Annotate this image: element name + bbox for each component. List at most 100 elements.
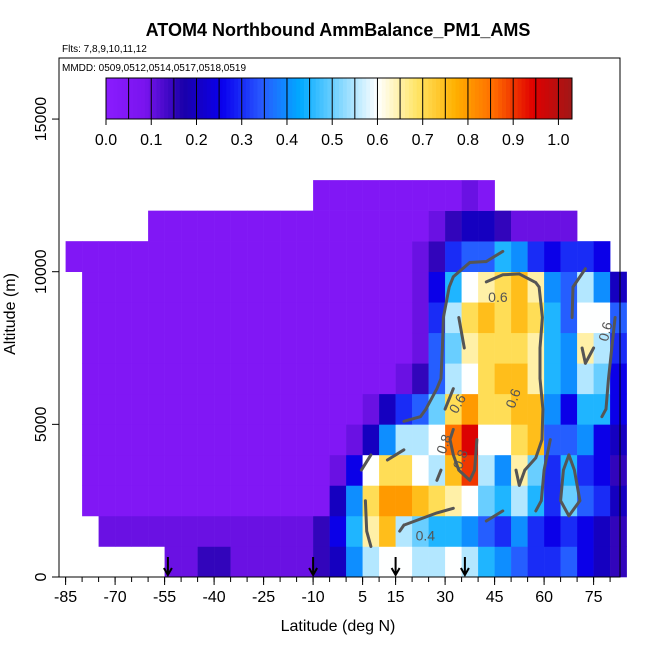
colorbar-swatch <box>191 78 196 119</box>
colorbar-swatch <box>319 78 324 119</box>
heatmap-cell <box>329 363 347 395</box>
heatmap-cell <box>362 454 380 486</box>
heatmap-cell <box>544 363 561 395</box>
heatmap-cell <box>296 210 314 242</box>
heatmap-cell <box>544 393 561 425</box>
colorbar-swatch <box>548 78 553 119</box>
heatmap-cell <box>230 241 248 273</box>
heatmap-cell <box>610 454 627 486</box>
heatmap-cell <box>610 546 627 578</box>
colorbar-swatch <box>265 78 270 119</box>
heatmap-cell <box>461 271 479 303</box>
heatmap-cell <box>280 302 297 334</box>
heatmap-cell <box>329 271 347 303</box>
heatmap-cell <box>379 454 396 486</box>
heatmap-cell <box>593 241 611 273</box>
heatmap-cell <box>98 332 116 364</box>
heatmap-cell <box>379 332 396 364</box>
heatmap-cell <box>313 210 330 242</box>
colorbar-swatch <box>424 78 429 119</box>
heatmap-cell <box>461 485 479 517</box>
heatmap-cell <box>148 271 165 303</box>
chart-title: ATOM4 Northbound AmmBalance_PM1_AMS <box>146 20 531 40</box>
flight-arrow <box>460 557 470 578</box>
colorbar-swatch <box>459 78 464 119</box>
heatmap-cell <box>313 180 330 211</box>
heatmap-cell <box>379 210 396 242</box>
heatmap-cell <box>197 393 215 425</box>
heatmap-cell <box>313 485 330 517</box>
heatmap-cell <box>263 454 281 486</box>
heatmap-cell <box>263 515 281 547</box>
heatmap-cell <box>511 424 528 456</box>
heatmap-cell <box>181 485 198 517</box>
heatmap-cell <box>346 424 363 456</box>
colorbar-tick-label: 0.4 <box>276 132 298 149</box>
heatmap-cell <box>346 454 363 486</box>
heatmap-cell <box>494 454 512 486</box>
heatmap-cell <box>445 546 462 578</box>
heatmap-cell <box>362 393 380 425</box>
heatmap-cell <box>181 363 198 395</box>
heatmap-cell <box>329 332 347 364</box>
heatmap-cell <box>461 210 479 242</box>
heatmap-cell <box>98 241 116 273</box>
heatmap-cell <box>197 454 215 486</box>
x-tick-label: -55 <box>153 589 176 606</box>
colorbar-swatch <box>210 78 216 119</box>
heatmap-cell <box>280 424 297 456</box>
heatmap-cell <box>560 241 578 273</box>
x-tick-label: 45 <box>486 589 504 606</box>
heatmap-cell <box>115 241 132 273</box>
x-tick-label: 15 <box>387 589 405 606</box>
heatmap-cell <box>164 454 182 486</box>
heatmap-cell <box>296 241 314 273</box>
colorbar-swatch <box>436 78 441 119</box>
heatmap-cell <box>247 515 264 547</box>
colorbar-swatch <box>187 78 192 119</box>
heatmap-cell <box>247 393 264 425</box>
heatmap-cell <box>494 363 512 395</box>
heatmap-cell <box>395 241 413 273</box>
heatmap-cell <box>511 241 528 273</box>
heatmap-cell <box>428 454 446 486</box>
contour-line <box>363 272 596 548</box>
colorbar-swatch <box>540 78 546 119</box>
heatmap-cell <box>395 485 413 517</box>
heatmap-cell <box>577 546 594 578</box>
heatmap-cell <box>247 241 264 273</box>
colorbar-swatch <box>544 78 550 119</box>
colorbar-swatch <box>195 78 200 119</box>
colorbar-swatch <box>106 78 111 119</box>
heatmap-cell <box>214 363 231 395</box>
heatmap-cell <box>197 210 215 242</box>
heatmap-cell <box>346 515 363 547</box>
heatmap-cell <box>428 515 446 547</box>
heatmap-cell <box>577 485 594 517</box>
heatmap-cell <box>544 241 561 273</box>
colorbar-swatch <box>218 78 223 119</box>
heatmap-cell <box>527 241 545 273</box>
x-axis-label: Latitude (deg N) <box>281 618 396 635</box>
heatmap-cell <box>280 515 297 547</box>
heatmap-cell <box>164 332 182 364</box>
heatmap-cell <box>131 332 149 364</box>
colorbar-swatch <box>432 78 437 119</box>
heatmap-cell <box>263 241 281 273</box>
heatmap-cell <box>461 332 479 364</box>
heatmap-cell <box>346 332 363 364</box>
heatmap-cell <box>131 485 149 517</box>
heatmap-cell <box>346 241 363 273</box>
heatmap-cell <box>560 332 578 364</box>
heatmap-cell <box>296 271 314 303</box>
heatmap-cell <box>82 332 99 364</box>
heatmap-cell <box>329 210 347 242</box>
heatmap-cell <box>214 332 231 364</box>
heatmap-cell <box>560 515 578 547</box>
heatmap-cell <box>577 515 594 547</box>
heatmap-cell <box>197 332 215 364</box>
heatmap-cell <box>478 454 495 486</box>
chart-subtitle-flights: Flts: 7,8,9,10,11,12 <box>62 44 147 55</box>
heatmap-cell <box>148 454 165 486</box>
colorbar-swatch <box>280 78 286 119</box>
